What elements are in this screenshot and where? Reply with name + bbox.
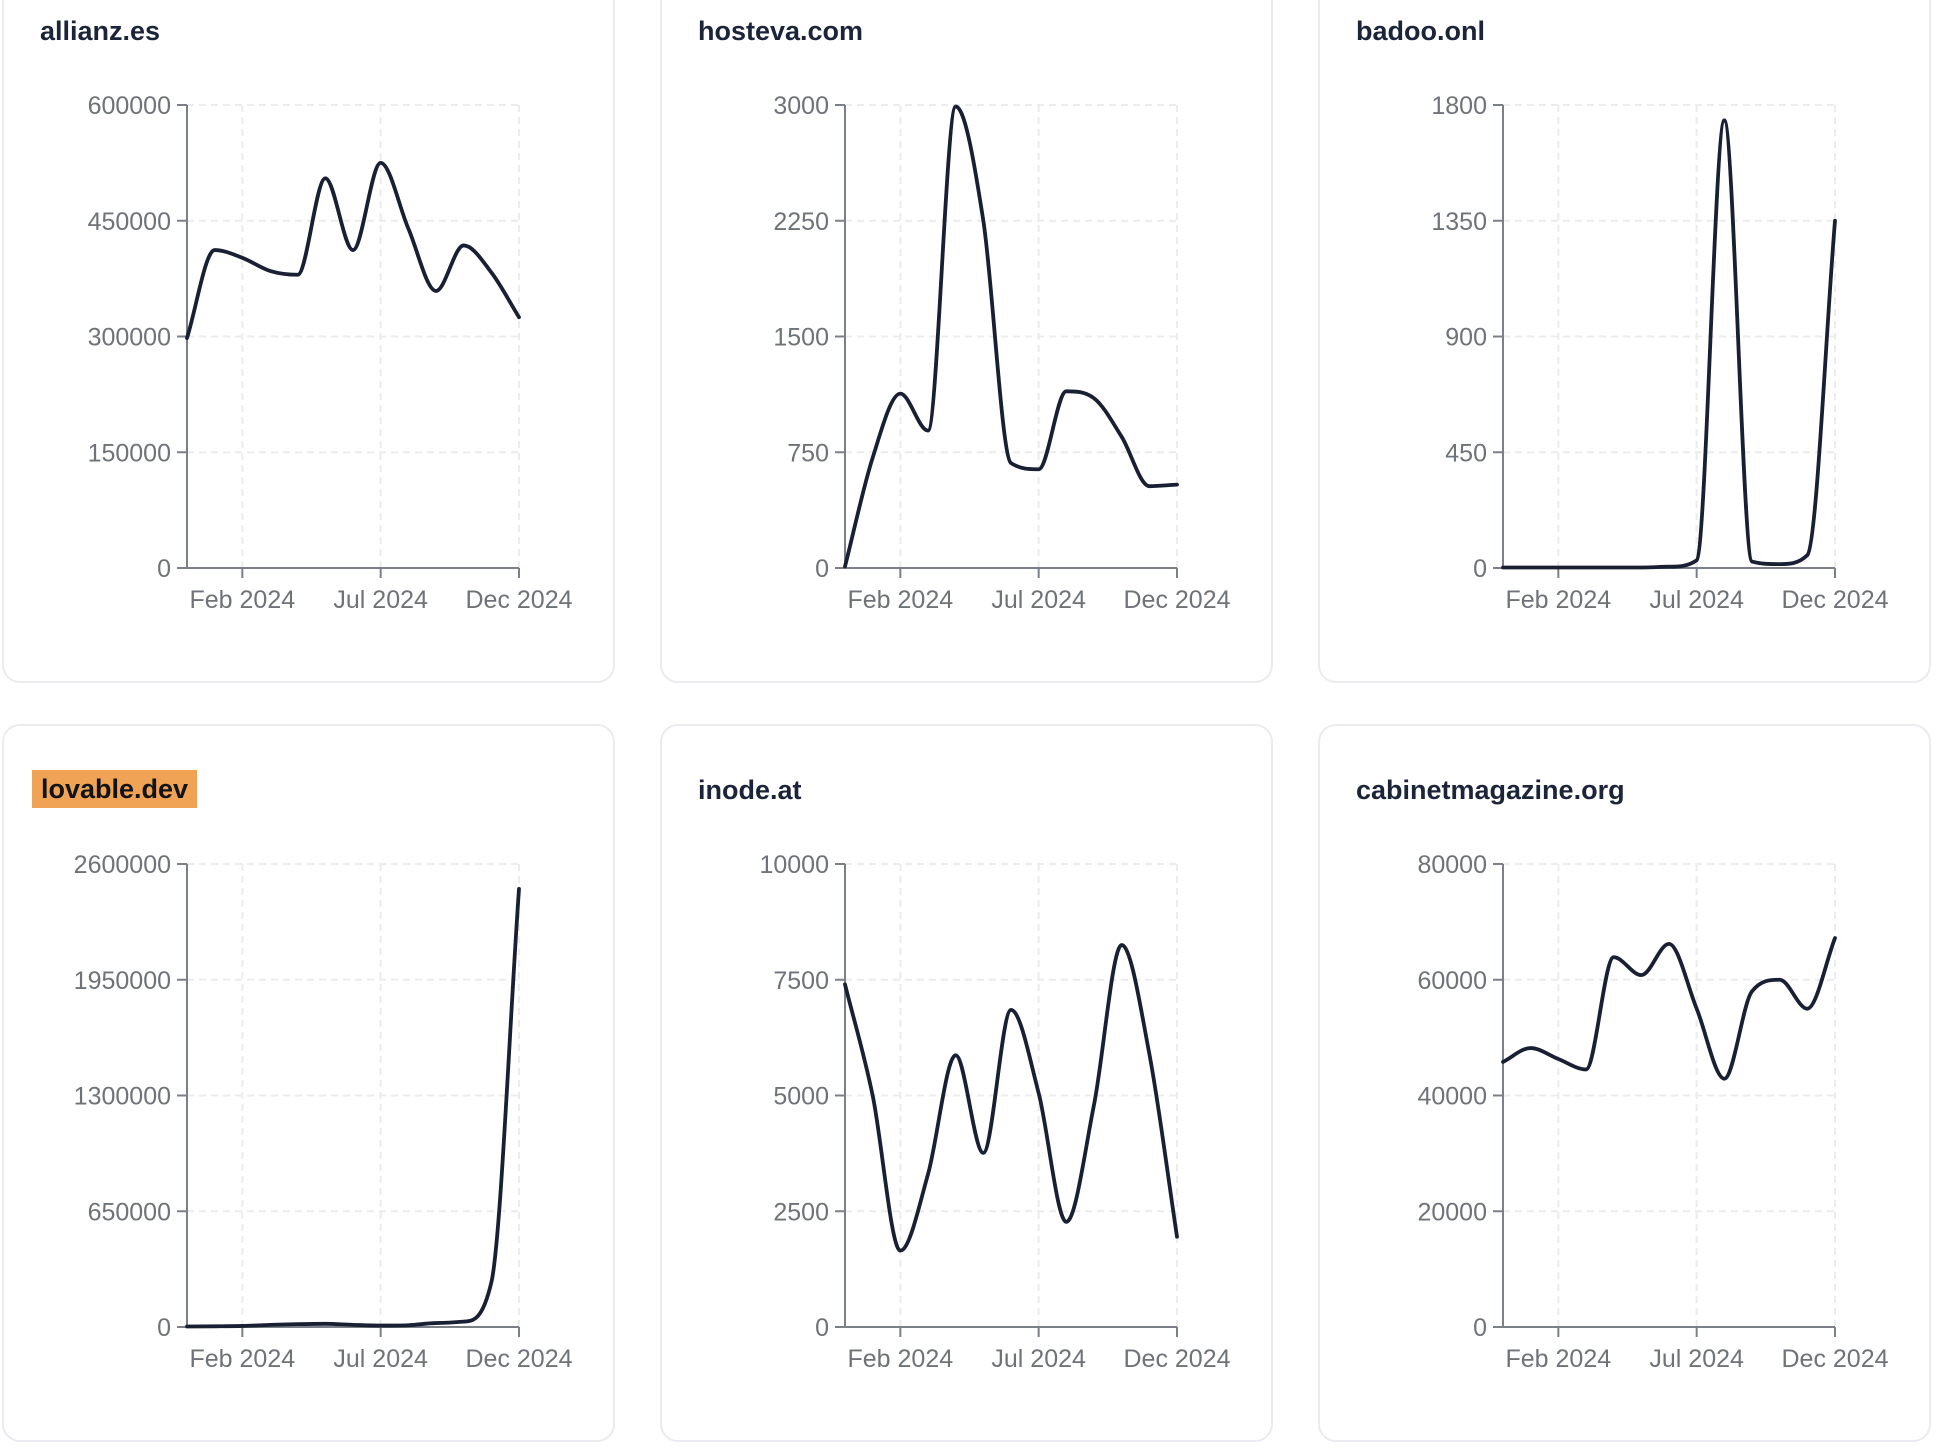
y-tick-label: 1800 [1431, 92, 1487, 120]
x-tick-label: Dec 2024 [1123, 1345, 1230, 1373]
y-tick-label: 650000 [88, 1198, 171, 1226]
x-tick-label: Feb 2024 [848, 586, 954, 614]
y-tick-label: 1500 [773, 324, 829, 352]
y-tick-label: 600000 [88, 92, 171, 120]
line-chart: 0 2500 5000 7500 10000 Feb 2024 Jul 2024 Dec 20… [759, 851, 1230, 1373]
y-tick-label: 5000 [773, 1083, 829, 1111]
y-tick-label: 80000 [1417, 851, 1487, 879]
line-chart: 0 650000 1300000 1950000 2600000 Feb 2024 Jul … [74, 851, 573, 1373]
chart-title: cabinetmagazine.org [1356, 775, 1625, 805]
y-tick-label: 1950000 [74, 967, 171, 995]
x-tick-label: Jul 2024 [333, 1345, 428, 1373]
series-line [1501, 118, 1837, 570]
x-tick-label: Feb 2024 [1506, 1345, 1612, 1373]
y-tick-label: 0 [815, 1314, 829, 1342]
x-tick-label: Jul 2024 [991, 586, 1086, 614]
line-chart: 0 150000 300000 450000 600000 Feb 2024 Jul 202… [88, 92, 573, 614]
y-tick-label: 1300000 [74, 1083, 171, 1111]
x-tick-label: Jul 2024 [1649, 1345, 1744, 1373]
axes: 0 450 900 1350 1800 Feb 2024 Jul 2024 Dec 2024 [1431, 92, 1888, 614]
series-line [843, 943, 1179, 1253]
series-line [1501, 936, 1837, 1081]
x-tick-label: Feb 2024 [1506, 586, 1612, 614]
y-tick-label: 450 [1445, 439, 1487, 467]
x-tick-label: Jul 2024 [991, 1345, 1086, 1373]
y-tick-label: 1350 [1431, 208, 1487, 236]
chart-card: allianz.es 0 150000 300000 450000 600000 Feb … [2, 0, 615, 683]
axes: 0 750 1500 2250 3000 Feb 2024 Jul 2024 Dec 2024 [773, 92, 1230, 614]
x-tick-label: Feb 2024 [848, 1345, 954, 1373]
x-tick-label: Feb 2024 [190, 1345, 296, 1373]
y-tick-label: 20000 [1417, 1198, 1487, 1226]
y-tick-label: 0 [1473, 555, 1487, 583]
y-tick-label: 750 [787, 439, 829, 467]
series-line [185, 160, 521, 340]
y-tick-label: 2600000 [74, 851, 171, 879]
chart-card: inode.at 0 2500 5000 7500 10000 Feb 2024 Jul 2… [660, 724, 1273, 1442]
axes: 0 2500 5000 7500 10000 Feb 2024 Jul 2024 Dec 20… [759, 851, 1230, 1373]
axes: 0 650000 1300000 1950000 2600000 Feb 2024 Jul … [74, 851, 573, 1373]
gridlines [187, 104, 520, 568]
y-tick-label: 3000 [773, 92, 829, 120]
chart-card: hosteva.com 0 750 1500 2250 3000 Feb 2024 Jul … [660, 0, 1273, 683]
chart-title: allianz.es [40, 16, 161, 46]
x-tick-label: Feb 2024 [190, 586, 296, 614]
y-tick-label: 60000 [1417, 967, 1487, 995]
x-tick-label: Dec 2024 [1781, 1345, 1888, 1373]
axes: 0 150000 300000 450000 600000 Feb 2024 Jul 202… [88, 92, 573, 614]
chart-card: lovable.dev 0 650000 1300000 1950000 2600000… [2, 724, 615, 1442]
line-chart: 0 750 1500 2250 3000 Feb 2024 Jul 2024 Dec 2024 [773, 92, 1230, 614]
x-tick-label: Jul 2024 [333, 586, 428, 614]
gridlines [1503, 104, 1836, 568]
chart-title: hosteva.com [698, 16, 864, 46]
x-tick-label: Dec 2024 [1781, 586, 1888, 614]
y-tick-label: 0 [1473, 1314, 1487, 1342]
series-line [185, 887, 521, 1329]
y-tick-label: 0 [815, 555, 829, 583]
y-tick-label: 7500 [773, 967, 829, 995]
y-tick-label: 2500 [773, 1198, 829, 1226]
y-tick-label: 0 [157, 555, 171, 583]
y-tick-label: 150000 [88, 439, 171, 467]
x-tick-label: Jul 2024 [1649, 586, 1744, 614]
x-tick-label: Dec 2024 [465, 586, 572, 614]
chart-card: cabinetmagazine.org 0 20000 40000 60000 8000… [1318, 724, 1931, 1442]
y-tick-label: 900 [1445, 324, 1487, 352]
chart-title: lovable.dev [32, 770, 198, 809]
y-tick-label: 450000 [88, 208, 171, 236]
series-line [843, 104, 1179, 569]
gridlines [1503, 863, 1836, 1327]
axes: 0 20000 40000 60000 80000 Feb 2024 Jul 2024 Dec… [1417, 851, 1888, 1373]
gridlines [187, 863, 520, 1327]
y-tick-label: 40000 [1417, 1083, 1487, 1111]
y-tick-label: 2250 [773, 208, 829, 236]
y-tick-label: 300000 [88, 324, 171, 352]
x-tick-label: Dec 2024 [1123, 586, 1230, 614]
y-tick-label: 10000 [759, 851, 829, 879]
x-tick-label: Dec 2024 [465, 1345, 572, 1373]
gridlines [845, 104, 1178, 568]
chart-title: inode.at [698, 775, 802, 805]
chart-title: badoo.onl [1356, 16, 1485, 46]
chart-card: badoo.onl 0 450 900 1350 1800 Feb 2024 Jul 202… [1318, 0, 1931, 683]
gridlines [845, 863, 1178, 1327]
line-chart: 0 20000 40000 60000 80000 Feb 2024 Jul 2024 Dec… [1417, 851, 1888, 1373]
line-chart: 0 450 900 1350 1800 Feb 2024 Jul 2024 Dec 2024 [1431, 92, 1888, 614]
y-tick-label: 0 [157, 1314, 171, 1342]
